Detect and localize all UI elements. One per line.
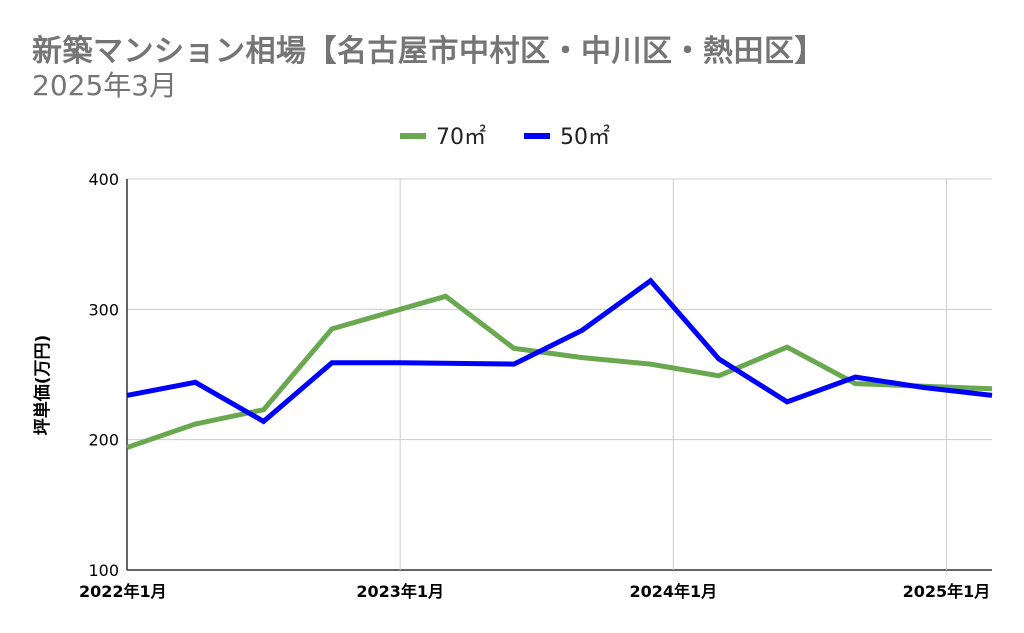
legend-label: 50㎡ — [560, 124, 610, 150]
x-tick-label: 2023年1月 — [356, 582, 444, 601]
chart-title: 新築マンション相場【名古屋市中村区・中川区・熱田区】 — [32, 34, 825, 69]
grid-layer — [126, 178, 992, 571]
legend-label: 70㎡ — [436, 124, 486, 150]
series-layer — [126, 277, 993, 450]
x-tick-label: 2022年1月 — [79, 582, 167, 601]
y-tick-label: 200 — [88, 431, 119, 450]
series-line-70 — [126, 293, 993, 450]
y-tick-label: 300 — [88, 300, 119, 319]
legend: 70㎡ 50㎡ — [400, 124, 610, 150]
chart-subtitle: 2025年3月 — [32, 69, 178, 102]
series-line-50 — [126, 277, 993, 425]
y-tick-label: 100 — [88, 561, 119, 580]
axis-layer: 100 200 300 400 2022年1月 2023年1月 2024年1月 2025年1月 — [79, 170, 990, 601]
y-tick-label: 400 — [88, 170, 119, 189]
x-tick-label: 2025年1月 — [903, 582, 991, 601]
y-axis-label: 坪単価(万円) — [32, 335, 53, 436]
x-tick-label: 2024年1月 — [629, 582, 717, 601]
